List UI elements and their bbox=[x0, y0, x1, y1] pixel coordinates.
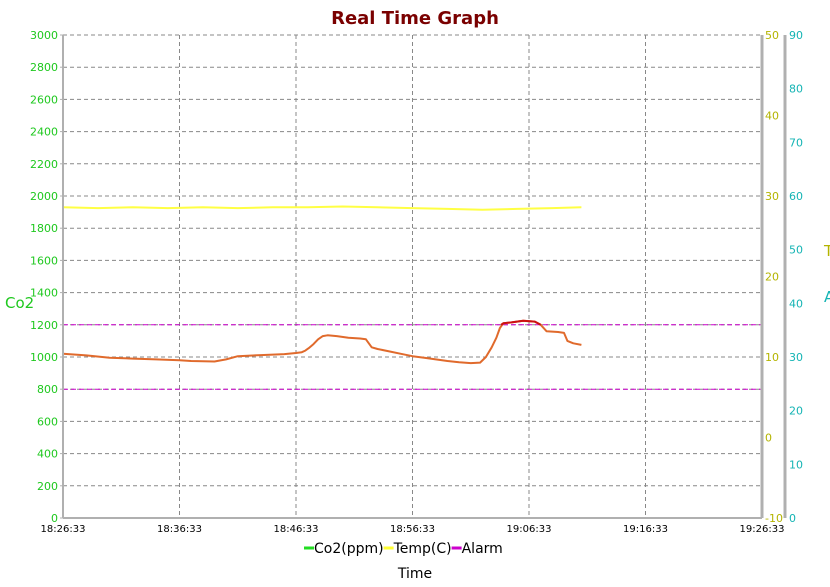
y-tick-label-co2: 2000 bbox=[30, 190, 58, 203]
legend: Co2(ppm) Temp(C) Alarm bbox=[304, 541, 503, 557]
legend-label-temp-c: Temp(C) bbox=[393, 541, 452, 557]
y-axis-title-co2: Co2 bbox=[5, 294, 34, 312]
x-axis-title: Time bbox=[397, 566, 432, 582]
y-tick-label-co2: 3000 bbox=[30, 29, 58, 42]
series-line-co2-over-alarm bbox=[500, 319, 542, 326]
y-tick-label-hum: 0 bbox=[789, 512, 796, 525]
y-axis-title-hum: A bbox=[824, 288, 830, 306]
y-tick-label-co2: 1200 bbox=[30, 319, 58, 332]
x-tick-label: 18:56:33 bbox=[390, 524, 435, 535]
x-tick-label: 19:06:33 bbox=[507, 524, 552, 535]
y-tick-label-hum: 50 bbox=[789, 244, 803, 257]
x-tick-label: 19:26:33 bbox=[740, 524, 785, 535]
y-tick-label-co2: 200 bbox=[37, 480, 58, 493]
x-tick-label: 18:26:33 bbox=[41, 524, 86, 535]
y-tick-label-hum: 30 bbox=[789, 351, 803, 364]
y-tick-label-co2: 1000 bbox=[30, 351, 58, 364]
y-tick-label-temp: -10 bbox=[765, 512, 783, 525]
x-tick-label: 18:36:33 bbox=[157, 524, 202, 535]
series-line-temp-c bbox=[62, 205, 582, 211]
y-tick-label-co2: 2600 bbox=[30, 93, 58, 106]
chart-title: Real Time Graph bbox=[331, 8, 499, 29]
y-tick-label-hum: 10 bbox=[789, 458, 803, 471]
y-tick-label-co2: 0 bbox=[51, 512, 58, 525]
y-tick-label-co2: 2400 bbox=[30, 126, 58, 139]
y-tick-label-hum: 60 bbox=[789, 190, 803, 203]
y-tick-label-co2: 1400 bbox=[30, 287, 58, 300]
legend-label-alarm: Alarm bbox=[462, 541, 503, 557]
y-tick-label-co2: 600 bbox=[37, 415, 58, 428]
y-tick-label-co2: 1600 bbox=[30, 254, 58, 267]
y-tick-label-hum: 90 bbox=[789, 29, 803, 42]
x-tick-label: 19:16:33 bbox=[623, 524, 668, 535]
y-tick-label-hum: 80 bbox=[789, 83, 803, 96]
y-tick-label-co2: 400 bbox=[37, 448, 58, 461]
y-tick-label-co2: 2800 bbox=[30, 61, 58, 74]
y-tick-label-temp: 50 bbox=[765, 29, 779, 42]
y-tick-label-co2: 800 bbox=[37, 383, 58, 396]
y-tick-label-hum: 40 bbox=[789, 297, 803, 310]
y-tick-label-temp: 0 bbox=[765, 432, 772, 445]
y-tick-label-hum: 20 bbox=[789, 405, 803, 418]
y-axis-title-temp: T bbox=[823, 242, 830, 260]
grid-lines bbox=[63, 34, 762, 518]
y-tick-label-hum: 70 bbox=[789, 136, 803, 149]
y-tick-label-temp: 30 bbox=[765, 190, 779, 203]
y-tick-label-temp: 40 bbox=[765, 110, 779, 123]
alarm-lines bbox=[63, 324, 762, 390]
x-tick-label: 18:46:33 bbox=[274, 524, 319, 535]
series-lines bbox=[62, 205, 582, 365]
tick-labels: 0200400600800100012001400160018002000220… bbox=[30, 29, 803, 535]
y-tick-label-co2: 1800 bbox=[30, 222, 58, 235]
y-tick-label-co2: 2200 bbox=[30, 158, 58, 171]
y-tick-label-temp: 20 bbox=[765, 271, 779, 284]
legend-label-co2-ppm: Co2(ppm) bbox=[314, 541, 384, 557]
y-tick-label-temp: 10 bbox=[765, 351, 779, 364]
axes bbox=[62, 35, 787, 519]
